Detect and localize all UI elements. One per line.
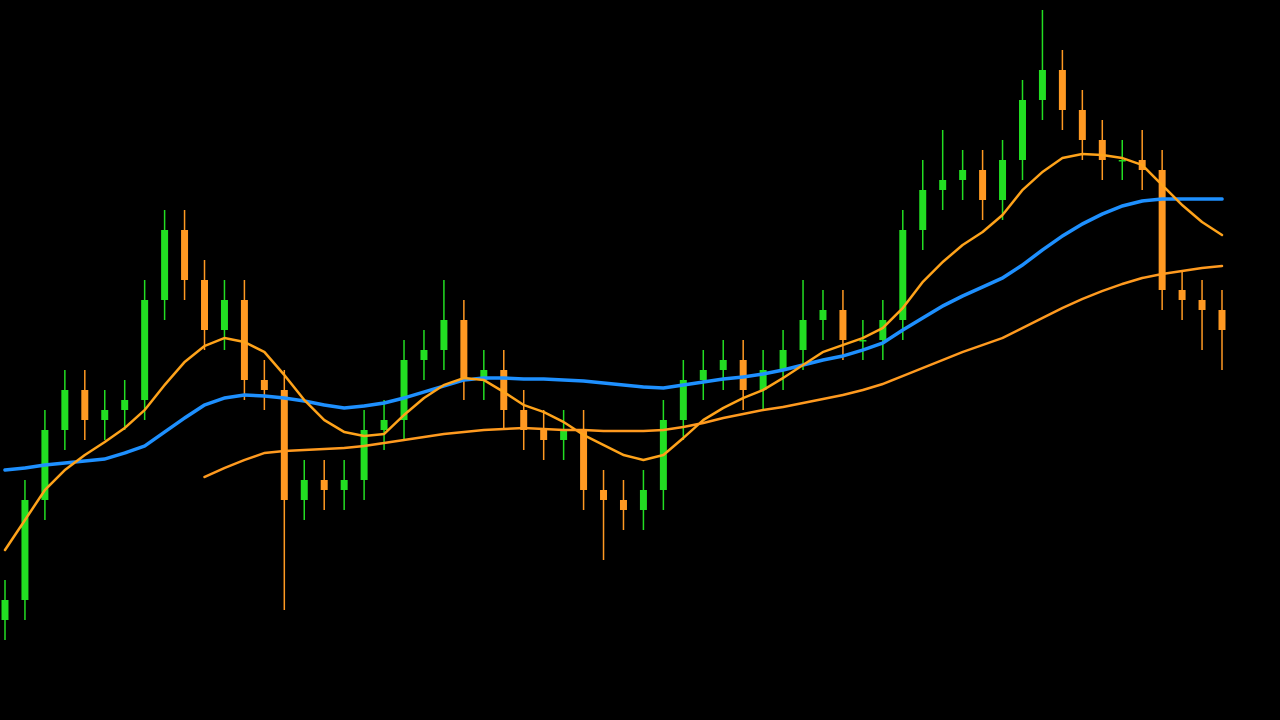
candle-body (1218, 310, 1226, 330)
candle-body (121, 400, 129, 410)
candle-body (220, 300, 228, 330)
candle-body (21, 500, 29, 600)
candle-body (1178, 290, 1186, 300)
candle-body (240, 300, 248, 380)
candle-body (101, 410, 109, 420)
candle-body (440, 320, 448, 350)
candle-body (161, 230, 169, 300)
candle-body (280, 390, 288, 500)
candle-body (819, 310, 827, 320)
candle-body (1098, 140, 1106, 160)
candle-body (520, 410, 528, 430)
candle-body (679, 380, 687, 420)
candle-body (380, 420, 388, 430)
candle-body (201, 280, 208, 330)
candle-body (340, 480, 348, 490)
candle-body (1078, 110, 1086, 140)
candle-body (959, 170, 967, 180)
candle-body (699, 370, 707, 380)
moving-average-line (3, 152, 1224, 552)
candle-body (619, 500, 627, 510)
candle-body (1198, 300, 1206, 310)
candle-body (360, 430, 368, 480)
candle-body (779, 350, 787, 370)
candle-body (999, 160, 1007, 200)
moving-average-line (3, 197, 1224, 472)
candle-body (919, 190, 927, 230)
candle-body (939, 180, 947, 190)
candle-body (500, 370, 508, 410)
candle-body (320, 480, 328, 490)
candle-body (1158, 170, 1166, 290)
candle-body (420, 350, 428, 360)
candle-body (719, 360, 727, 370)
candle-body (600, 490, 608, 500)
candle-body (979, 170, 987, 200)
candle-body (141, 300, 149, 400)
candle-body (400, 360, 408, 420)
candle-body (81, 390, 89, 420)
candle-body (560, 430, 568, 440)
candle-body (1038, 70, 1046, 100)
candle-body (859, 340, 867, 342)
candle-body (1118, 160, 1126, 162)
candle-body (759, 370, 767, 390)
candle-body (739, 360, 747, 390)
candle-body (181, 230, 189, 280)
candle-body (899, 230, 907, 320)
candle-body (799, 320, 807, 350)
candle-body (460, 320, 468, 380)
moving-average-line (203, 264, 1224, 479)
candle-body (1, 600, 9, 620)
candle-body (580, 430, 588, 490)
candle-body (879, 320, 887, 340)
candle-body (480, 370, 488, 380)
candle-body (1019, 100, 1026, 160)
candle-body (300, 480, 308, 500)
candle-body (260, 380, 268, 390)
candle-body (1058, 70, 1066, 110)
candle-body (639, 490, 647, 510)
candle-body (839, 310, 847, 340)
candle-body (540, 430, 548, 440)
candle-body (61, 390, 69, 430)
